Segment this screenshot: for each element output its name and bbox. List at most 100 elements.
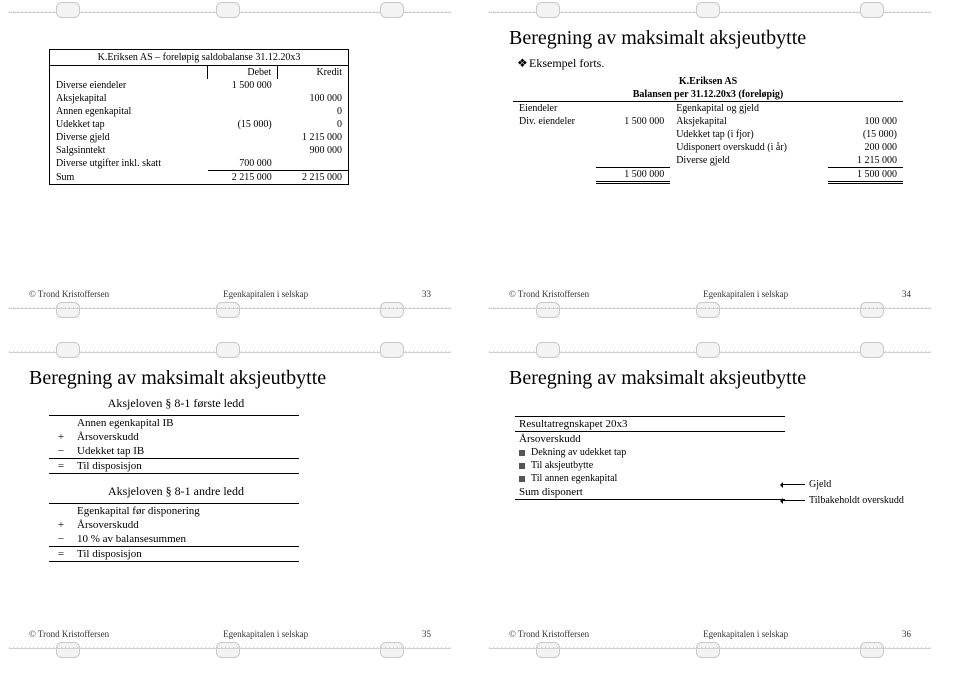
calc-table-2: Egenkapital før disponering +Årsoverskud… — [49, 503, 299, 564]
row-value: 1 215 000 — [828, 154, 903, 168]
deco-icon — [536, 342, 560, 358]
table-title: K.Eriksen AS – foreløpig saldobalanse 31… — [50, 50, 349, 66]
balanse-table: K.Eriksen AS Balansen per 31.12.20x3 (fo… — [513, 75, 903, 184]
row-label: Egenkapital før disponering — [73, 504, 299, 519]
annotation-tilbakeholdt: Tilbakeholdt overskudd — [781, 495, 904, 506]
slide-36: Beregning av maksimalt aksjeutbytte Resu… — [480, 340, 940, 660]
slide-33: K.Eriksen AS – foreløpig saldobalanse 31… — [0, 0, 460, 320]
deco-icon — [860, 642, 884, 658]
deco-icon — [696, 642, 720, 658]
footer-page: 36 — [902, 629, 911, 639]
result-table: Resultatregnskapet 20x3 Årsoverskudd Dek… — [515, 416, 785, 502]
footer-author: © Trond Kristoffersen — [29, 629, 109, 639]
row-label: Årsoverskudd — [73, 430, 299, 444]
row-value: 200 000 — [828, 141, 903, 154]
deco-icon — [56, 342, 80, 358]
square-icon — [519, 450, 525, 456]
row-label: Udekket tap — [50, 118, 208, 131]
footer-title: Egenkapitalen i selskap — [703, 289, 788, 299]
row-label: Div. eiendeler — [513, 115, 596, 128]
bullet-text: Eksempel forts. — [529, 56, 604, 70]
row-label: Diverse utgifter inkl. skatt — [50, 157, 208, 171]
deco-icon — [56, 302, 80, 318]
row-value: 1 500 000 — [596, 115, 671, 128]
bullet-icon: ❖ — [517, 56, 529, 71]
deco-icon — [536, 302, 560, 318]
slide-footer: © Trond Kristoffersen Egenkapitalen i se… — [509, 289, 911, 299]
deco-icon — [216, 642, 240, 658]
slide-heading: Beregning av maksimalt aksjeutbytte — [29, 367, 431, 390]
deco-icon — [380, 642, 404, 658]
total-right: 1 500 000 — [828, 168, 903, 183]
row-label: Udisponert overskudd (i år) — [670, 141, 828, 154]
footer-page: 33 — [422, 289, 431, 299]
footer-page: 35 — [422, 629, 431, 639]
deco-icon — [536, 642, 560, 658]
deco-icon — [860, 302, 884, 318]
row-label: 10 % av balansesummen — [73, 532, 299, 547]
deco-icon — [380, 302, 404, 318]
arrow-left-icon — [781, 484, 805, 485]
row-label: Udekket tap IB — [73, 444, 299, 459]
deco-icon — [696, 2, 720, 18]
col-kredit: Kredit — [278, 66, 349, 80]
footer-title: Egenkapitalen i selskap — [223, 629, 308, 639]
row-label: Annen egenkapital — [50, 105, 208, 118]
total-left: 1 500 000 — [596, 168, 671, 183]
col-debet: Debet — [208, 66, 278, 80]
org-name: K.Eriksen AS — [513, 75, 903, 88]
row-label: Til aksjeutbytte — [531, 460, 593, 471]
footer-author: © Trond Kristoffersen — [509, 289, 589, 299]
slide-footer: © Trond Kristoffersen Egenkapitalen i se… — [29, 629, 431, 639]
saldobalanse-table: K.Eriksen AS – foreløpig saldobalanse 31… — [49, 49, 349, 185]
deco-icon — [860, 342, 884, 358]
balanse-title: Balansen per 31.12.20x3 (foreløpig) — [513, 88, 903, 102]
row-label: Annen egenkapital IB — [73, 416, 299, 431]
square-icon — [519, 463, 525, 469]
row-label: Årsoverskudd — [73, 518, 299, 532]
square-icon — [519, 476, 525, 482]
deco-icon — [696, 302, 720, 318]
section-heading-1: Aksjeloven § 8-1 første ledd — [51, 396, 301, 411]
row-label: Til annen egenkapital — [531, 473, 617, 484]
deco-icon — [216, 302, 240, 318]
slide-footer: © Trond Kristoffersen Egenkapitalen i se… — [29, 289, 431, 299]
sum-label: Sum — [50, 171, 208, 185]
slide-heading: Beregning av maksimalt aksjeutbytte — [509, 367, 911, 390]
deco-icon — [380, 2, 404, 18]
arrow-left-icon — [781, 500, 805, 501]
section-right-header: Egenkapital og gjeld — [670, 102, 903, 116]
deco-icon — [696, 342, 720, 358]
row-label: Dekning av udekket tap — [531, 447, 626, 458]
section-left-header: Eiendeler — [513, 102, 670, 116]
deco-icon — [860, 2, 884, 18]
row-value: 100 000 — [828, 115, 903, 128]
row-value: (15 000) — [828, 128, 903, 141]
box-title: Resultatregnskapet 20x3 — [515, 417, 785, 432]
row-label: Sum disponert — [515, 485, 785, 500]
footer-author: © Trond Kristoffersen — [29, 289, 109, 299]
row-label: Årsoverskudd — [515, 432, 785, 447]
deco-icon — [216, 342, 240, 358]
footer-title: Egenkapitalen i selskap — [223, 289, 308, 299]
calc-table-1: Annen egenkapital IB +Årsoverskudd −Udek… — [49, 415, 299, 476]
row-label: Diverse gjeld — [50, 131, 208, 144]
annotation-gjeld: Gjeld — [781, 479, 831, 490]
row-label: Aksjekapital — [670, 115, 828, 128]
deco-icon — [56, 642, 80, 658]
row-label: Diverse eiendeler — [50, 79, 208, 92]
footer-title: Egenkapitalen i selskap — [703, 629, 788, 639]
row-label: Aksjekapital — [50, 92, 208, 105]
deco-icon — [56, 2, 80, 18]
slide-34: Beregning av maksimalt aksjeutbytte ❖Eks… — [480, 0, 940, 320]
section-heading-2: Aksjeloven § 8-1 andre ledd — [51, 484, 301, 499]
row-label: Diverse gjeld — [670, 154, 828, 168]
row-label: Til disposisjon — [73, 459, 299, 474]
deco-icon — [536, 2, 560, 18]
slide-footer: © Trond Kristoffersen Egenkapitalen i se… — [509, 629, 911, 639]
slide-heading: Beregning av maksimalt aksjeutbytte — [509, 27, 911, 50]
row-label: Til disposisjon — [73, 547, 299, 562]
deco-icon — [216, 2, 240, 18]
footer-page: 34 — [902, 289, 911, 299]
row-label: Salgsinntekt — [50, 144, 208, 157]
